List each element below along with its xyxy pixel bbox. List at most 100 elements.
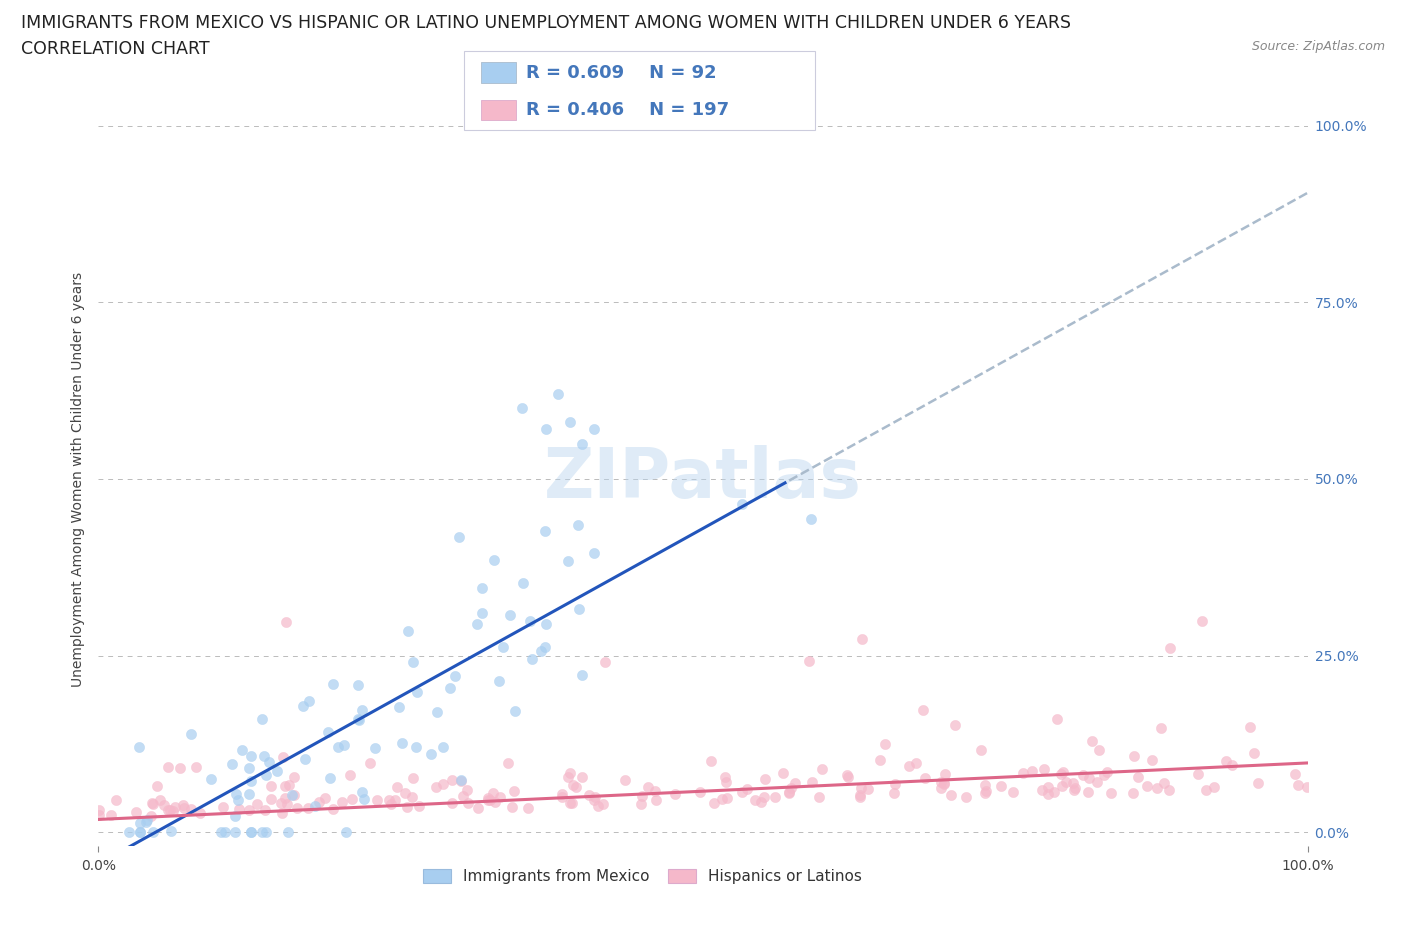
Point <box>260 791 283 806</box>
Point <box>326 740 349 755</box>
Point <box>238 803 260 817</box>
Point <box>534 524 557 538</box>
Point <box>1002 785 1025 800</box>
Point <box>484 795 506 810</box>
Point <box>974 777 997 792</box>
Point <box>285 801 308 816</box>
Point <box>1036 779 1059 794</box>
Point <box>1011 765 1033 780</box>
Point <box>240 774 263 789</box>
Point <box>246 797 269 812</box>
Point <box>173 800 195 815</box>
Point <box>298 694 321 709</box>
Point <box>496 755 519 770</box>
Point <box>593 655 616 670</box>
Point <box>1054 775 1077 790</box>
Point <box>873 737 896 751</box>
Point <box>714 775 737 790</box>
Point <box>1050 778 1073 793</box>
Point <box>914 771 936 786</box>
Point <box>266 764 288 778</box>
Point <box>188 805 211 820</box>
Point <box>100 807 122 822</box>
Point <box>347 712 370 727</box>
Point <box>314 790 336 805</box>
Point <box>530 644 553 658</box>
Point <box>517 801 540 816</box>
Point <box>700 753 723 768</box>
Point <box>571 770 593 785</box>
Point <box>276 796 298 811</box>
Point <box>425 779 447 794</box>
Point <box>153 798 176 813</box>
Point <box>837 768 859 783</box>
Point <box>1140 752 1163 767</box>
Point <box>291 698 314 713</box>
Point <box>401 790 423 804</box>
Point <box>253 748 276 763</box>
Point <box>558 415 581 430</box>
Point <box>932 776 955 790</box>
Point <box>359 756 381 771</box>
Point <box>943 718 966 733</box>
Point <box>212 800 235 815</box>
Point <box>278 777 301 792</box>
Point <box>135 813 157 828</box>
Point <box>1042 785 1064 800</box>
Point <box>749 794 772 809</box>
Point <box>1063 780 1085 795</box>
Point <box>477 792 499 807</box>
Point <box>534 422 557 437</box>
Point <box>277 825 299 840</box>
Point <box>274 615 297 630</box>
Point <box>484 552 506 567</box>
Point <box>274 790 297 805</box>
Point <box>849 790 872 804</box>
Point <box>614 773 637 788</box>
Point <box>1031 782 1053 797</box>
Point <box>322 802 344 817</box>
Point <box>1046 711 1069 726</box>
Point <box>583 422 606 437</box>
Point <box>1087 743 1109 758</box>
Point <box>765 790 787 804</box>
Point <box>754 771 776 786</box>
Point <box>149 792 172 807</box>
Point <box>221 757 243 772</box>
Point <box>380 797 402 812</box>
Point <box>283 769 305 784</box>
Point <box>156 803 179 817</box>
Point <box>1078 771 1101 786</box>
Point <box>384 793 406 808</box>
Point <box>394 786 416 801</box>
Point <box>470 605 492 620</box>
Point <box>520 652 543 667</box>
Point <box>479 792 502 807</box>
Point <box>1296 779 1319 794</box>
Point <box>1286 777 1309 792</box>
Point <box>502 783 524 798</box>
Point <box>456 782 478 797</box>
Point <box>330 795 353 810</box>
Point <box>1122 786 1144 801</box>
Point <box>1202 779 1225 794</box>
Point <box>377 793 399 808</box>
Point <box>1092 767 1115 782</box>
Point <box>536 617 558 631</box>
Point <box>145 778 167 793</box>
Point <box>1099 786 1122 801</box>
Point <box>929 781 952 796</box>
Point <box>271 750 294 764</box>
Point <box>583 792 606 807</box>
Point <box>1243 745 1265 760</box>
Point <box>990 779 1012 794</box>
Point <box>408 799 430 814</box>
Point <box>1085 775 1108 790</box>
Point <box>558 795 581 810</box>
Point <box>1153 776 1175 790</box>
Point <box>510 401 533 416</box>
Point <box>645 792 668 807</box>
Point <box>1159 641 1181 656</box>
Point <box>250 711 273 726</box>
Point <box>489 790 512 804</box>
